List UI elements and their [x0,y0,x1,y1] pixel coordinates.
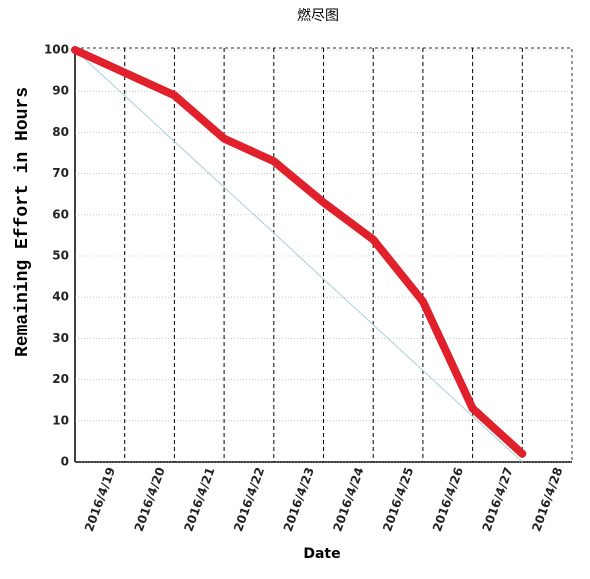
y-tick-label: 10 [52,413,69,427]
x-tick-label: 2016/4/28 [529,465,565,533]
x-axis-label: Date [303,546,340,562]
x-tick-label: 2016/4/24 [330,465,366,533]
y-tick-label: 30 [52,331,69,345]
y-tick-label: 40 [52,290,69,304]
y-tick-label: 60 [52,207,69,221]
y-tick-label: 70 [52,166,69,180]
y-tick-label: 90 [52,84,69,98]
x-tick-label: 2016/4/21 [181,465,217,533]
y-tick-label: 100 [44,43,69,57]
x-tick-label: 2016/4/25 [380,465,416,533]
x-tick-label: 2016/4/19 [82,465,118,533]
x-tick-label: 2016/4/20 [132,465,168,533]
y-tick-label: 20 [52,372,69,386]
y-tick-label: 50 [52,249,69,263]
y-axis-label: Remaining Effort in Hours [13,87,33,357]
y-tick-label: 0 [61,455,69,469]
x-tick-label: 2016/4/22 [231,465,267,533]
y-tick-label: 80 [52,125,69,139]
x-tick-label: 2016/4/27 [480,465,516,533]
x-tick-label: 2016/4/23 [281,465,317,533]
x-tick-label: 2016/4/26 [430,465,466,533]
series-line [71,46,527,458]
chart-title: 燃尽图 [297,7,339,24]
series-line [74,49,523,463]
